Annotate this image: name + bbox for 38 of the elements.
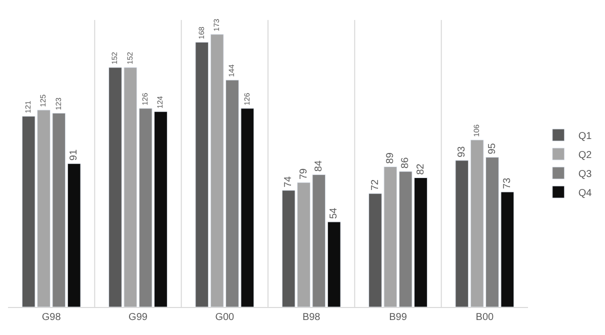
data-label: 91 [68, 149, 80, 161]
data-label: 89 [384, 152, 396, 164]
data-label: 86 [400, 156, 412, 168]
data-label: 173 [212, 18, 221, 32]
legend-label: Q3 [578, 168, 592, 180]
data-label: 124 [156, 96, 165, 109]
data-label: 152 [110, 52, 120, 64]
data-label: 79 [298, 168, 310, 180]
x-tick-label: B00 [476, 312, 494, 323]
x-tick-label: G00 [215, 312, 235, 323]
data-label: 72 [370, 178, 381, 191]
bar [195, 42, 209, 307]
data-label: 73 [502, 177, 513, 189]
x-tick-label: G98 [42, 312, 62, 323]
x-tick-label: B98 [302, 312, 321, 323]
data-label: 54 [328, 207, 340, 219]
data-label: 95 [486, 142, 498, 154]
bar [67, 163, 81, 307]
data-label: 144 [227, 64, 236, 78]
x-tick-label: B99 [389, 312, 408, 323]
data-label: 93 [456, 146, 468, 158]
data-label: 74 [283, 176, 294, 188]
x-tick-label: G99 [128, 312, 148, 323]
bar [455, 160, 469, 307]
data-label: 82 [415, 163, 426, 175]
data-label: 168 [196, 26, 206, 40]
data-label: 125 [38, 94, 48, 107]
legend-label: Q2 [578, 150, 592, 161]
data-label: 106 [472, 124, 481, 137]
bar [327, 222, 341, 307]
legend-label: Q4 [578, 188, 592, 199]
data-label: 152 [125, 52, 134, 64]
data-label: 126 [140, 92, 150, 106]
data-label: 123 [54, 98, 63, 110]
legend-label: Q1 [578, 130, 592, 142]
data-label: 84 [313, 160, 324, 172]
data-label: 121 [23, 100, 32, 114]
data-label: 126 [242, 92, 252, 106]
